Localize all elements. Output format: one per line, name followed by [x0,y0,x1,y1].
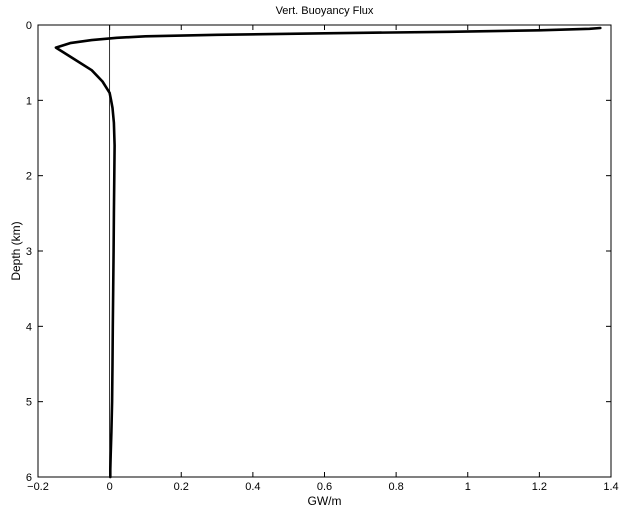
x-tick-label: 1 [465,481,471,493]
y-axis-label: Depth (km) [9,221,23,280]
y-tick-label: 4 [26,321,32,333]
x-tick-label: 1.4 [603,481,618,493]
chart-title: Vert. Buoyancy Flux [276,5,374,17]
y-tick-label: 0 [26,20,32,32]
y-tick-label: 3 [26,246,32,258]
x-tick-label: −0.2 [27,481,49,493]
plot-frame [37,24,612,478]
x-tick-label: 0.2 [174,481,189,493]
x-tick-label: 0.6 [317,481,332,493]
y-tick-label: 1 [26,95,32,107]
x-tick-label: 1.2 [532,481,547,493]
x-tick-label: 0.8 [388,481,403,493]
y-tick-label: 2 [26,171,32,183]
y-tick-label: 6 [26,472,32,484]
x-axis-label: GW/m [308,494,342,508]
x-tick-label: 0.4 [245,481,260,493]
x-tick-label: 0 [107,481,113,493]
y-tick-label: 5 [26,397,32,409]
series-line [54,26,602,479]
